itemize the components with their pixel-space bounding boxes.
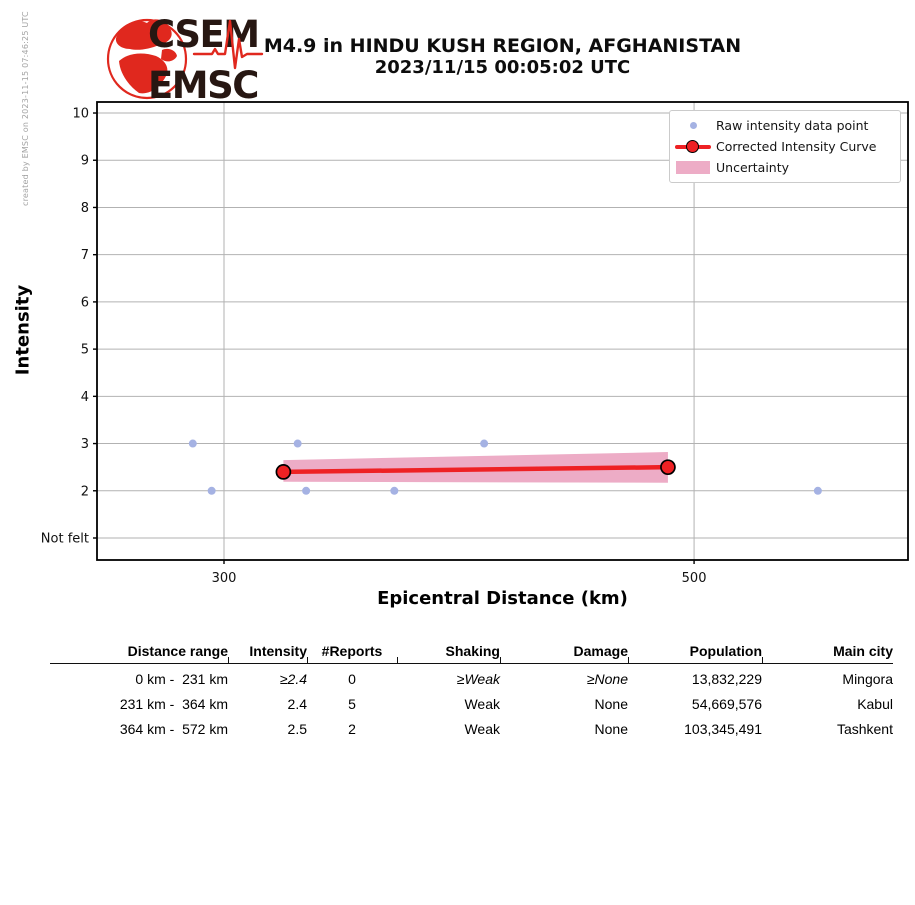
curve-endpoint-marker [660,459,676,476]
impact-summary-table: Distance range Intensity #Reports Shaking Da… [50,640,893,742]
table-cell: Tashkent [836,721,893,737]
table-body: 0 km - 231 km ≥2.4 0 ≥Weak ≥None 13,832,229 Mi… [50,667,893,742]
y-tick-label: 3 [81,437,89,452]
uncertainty-swatch-icon [670,161,716,174]
logo-landmass-east [161,48,177,62]
table-cell: 2.5 [287,721,307,737]
table-cell: 2.4 [287,696,307,712]
table-cell: Weak [464,696,500,712]
table-cell: 13,832,229 [691,671,762,687]
y-tick-label: 8 [81,201,89,216]
logo-seismogram-trace [192,19,264,70]
y-tick-label: Not felt [41,532,89,547]
legend-row-curve: Corrected Intensity Curve [670,136,900,157]
raw-intensity-point [293,439,302,448]
table-header-5: Population [689,643,762,659]
y-axis-label: Intensity [12,284,34,376]
y-tick-label: 5 [81,343,89,358]
raw-intensity-point [188,439,197,448]
curve-endpoint-marker [275,464,292,480]
y-tick-label: 6 [81,295,89,310]
table-cell: 0 [348,671,356,687]
logo-africa-landmass [119,53,168,94]
table-cell: 5 [348,696,356,712]
table-header-row: Distance range Intensity #Reports Shaking Da… [50,640,893,663]
legend-label-uncertainty: Uncertainty [716,160,790,175]
y-tick-label: 9 [81,154,89,169]
table-header-1: Intensity [249,643,307,659]
table-cell: 231 km - 364 km [119,696,228,712]
table-cell: ≥2.4 [279,671,307,687]
y-tick-label: 10 [72,107,89,122]
axes-frame [96,101,909,561]
table-cell: Mingora [842,671,893,687]
raw-point-marker-icon [670,122,716,129]
table-row: 364 km - 572 km 2.5 2 Weak None 103,345,491 Ta… [50,717,893,742]
table-cell: Weak [464,721,500,737]
x-tick-label: 300 [212,571,237,586]
logo-europe-landmass [115,19,172,50]
logo-text-emsc: EMSC [148,64,258,107]
table-cell: None [594,721,628,737]
raw-intensity-point [302,486,311,495]
table-cell: 103,345,491 [684,721,762,737]
legend-row-uncertainty: Uncertainty [670,157,900,178]
y-tick-label: 2 [81,484,89,499]
event-datetime: 2023/11/15 00:05:02 UTC [374,57,631,78]
title-block: M4.9 in HINDU KUSH REGION, AFGHANISTAN 2… [97,35,908,78]
legend-label-raw: Raw intensity data point [716,118,869,133]
table-header-rule [50,657,893,667]
corrected-intensity-curve [281,464,671,475]
intensity-distance-chart: 10 9 8 7 6 5 4 3 2 Not felt 300 500 [41,101,909,586]
emsc-logo: CSEM EMSC [106,13,264,107]
table-header-4: Damage [573,643,628,659]
table-cell: ≥Weak [456,671,500,687]
raw-intensity-point [207,486,216,495]
table-row: 231 km - 364 km 2.4 5 Weak None 54,669,576 Kab… [50,692,893,717]
table-header-2: #Reports [321,643,383,659]
table-cell: 54,669,576 [691,696,762,712]
x-axis-label: Epicentral Distance (km) [377,588,628,609]
y-tick-label: 7 [81,248,89,263]
table-cell: Kabul [857,696,893,712]
table-cell: ≥None [586,671,628,687]
x-tick-label: 500 [682,571,707,586]
table-header-6: Main city [833,643,893,659]
raw-intensity-point [390,486,399,495]
y-tick-label: 4 [81,390,89,405]
table-cell: 2 [348,721,356,737]
legend-label-curve: Corrected Intensity Curve [716,139,877,154]
raw-intensity-point [480,439,489,448]
table-header-3: Shaking [445,643,500,659]
event-title: M4.9 in HINDU KUSH REGION, AFGHANISTAN [263,35,742,57]
chart-legend: Raw intensity data point Corrected Inten… [669,110,901,183]
table-row: 0 km - 231 km ≥2.4 0 ≥Weak ≥None 13,832,229 Mi… [50,667,893,692]
table-cell: None [594,696,628,712]
table-header-0: Distance range [127,643,228,659]
legend-row-raw: Raw intensity data point [670,115,900,136]
raw-intensity-point [813,486,822,495]
curve-marker-icon [670,139,716,154]
table-cell: 364 km - 572 km [119,721,228,737]
table-cell: 0 km - 231 km [135,671,228,687]
